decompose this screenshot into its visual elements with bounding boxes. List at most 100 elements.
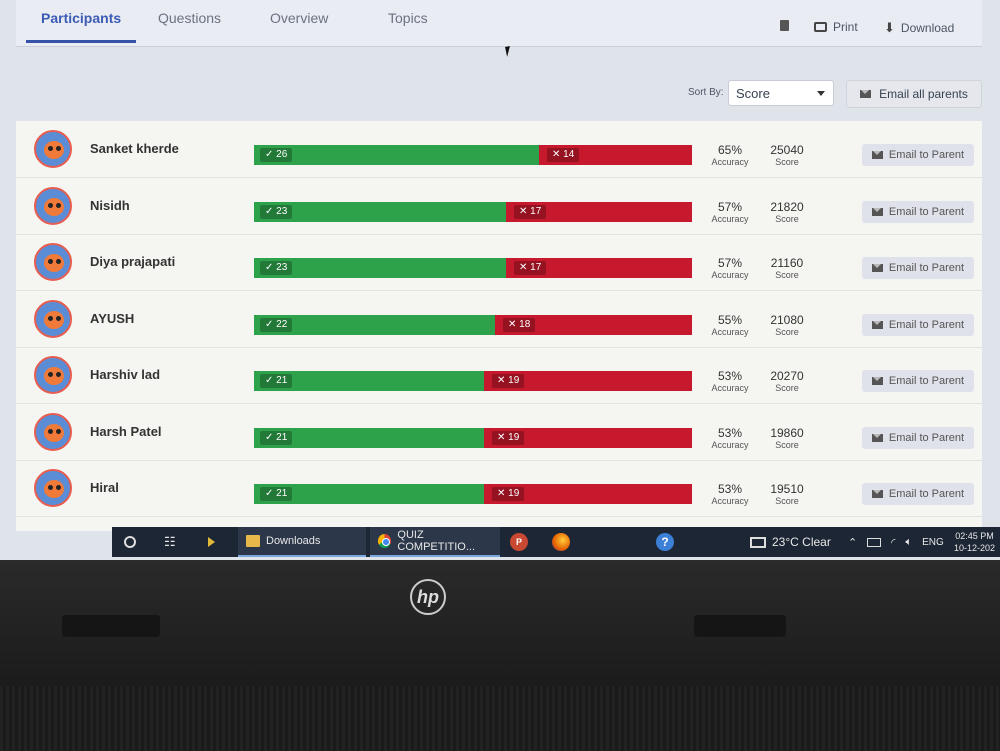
media-player-button[interactable] bbox=[208, 527, 215, 557]
weather-widget[interactable]: 23°C Clear bbox=[750, 527, 831, 557]
correct-count: ✓ 23 bbox=[260, 261, 293, 275]
search-button[interactable] bbox=[124, 527, 136, 557]
email-to-parent-button[interactable]: Email to Parent bbox=[862, 483, 974, 505]
score-stat: 21820 Score bbox=[757, 200, 817, 224]
taskbar: ☷ Downloads QUIZ COMPETITIO... P ? 23°C … bbox=[112, 527, 1000, 557]
wifi-icon[interactable]: ◜ bbox=[891, 536, 896, 549]
downloads-label: Downloads bbox=[266, 535, 321, 547]
participant-row: AYUSH ✓ 22 ✕ 18 55% Accuracy 21080 Score Email … bbox=[16, 291, 982, 348]
accuracy-value: 57% bbox=[717, 256, 743, 270]
chevron-up-icon[interactable]: ⌃ bbox=[848, 536, 858, 549]
folder-icon bbox=[246, 535, 260, 547]
accuracy-stat: 55% Accuracy bbox=[700, 313, 760, 337]
correct-count: ✓ 21 bbox=[260, 430, 293, 445]
correct-segment: ✓ 22 bbox=[254, 314, 495, 335]
clock[interactable]: 02:45 PM 10-12-202 bbox=[954, 527, 995, 557]
email-to-parent-label: Email to Parent bbox=[888, 149, 965, 161]
avatar-eye-icon bbox=[48, 202, 53, 208]
email-to-parent-button[interactable]: Email to Parent bbox=[862, 370, 974, 392]
accuracy-label: Accuracy bbox=[711, 270, 749, 280]
taskbar-chrome[interactable]: QUIZ COMPETITIO... bbox=[370, 527, 500, 557]
result-bar: ✓ 23 ✕ 17 bbox=[254, 201, 692, 222]
accuracy-value: 53% bbox=[717, 369, 743, 383]
envelope-icon bbox=[871, 490, 883, 498]
chevron-down-icon bbox=[817, 91, 825, 96]
accuracy-stat: 65% Accuracy bbox=[700, 143, 760, 167]
accuracy-stat: 57% Accuracy bbox=[700, 256, 760, 280]
download-button[interactable]: ⬇ Download bbox=[884, 20, 954, 36]
avatar-eye-icon bbox=[48, 259, 53, 264]
accuracy-label: Accuracy bbox=[711, 496, 749, 506]
print-label: Print bbox=[833, 20, 858, 34]
wrong-count: ✕ 18 bbox=[503, 317, 536, 332]
tab-participants[interactable]: Participants bbox=[41, 10, 122, 26]
email-to-parent-button[interactable]: Email to Parent bbox=[862, 144, 974, 166]
clock-date: 10-12-202 bbox=[954, 543, 996, 553]
accuracy-stat: 53% Accuracy bbox=[700, 369, 760, 393]
envelope-icon bbox=[871, 264, 883, 272]
task-view-button[interactable]: ☷ bbox=[164, 527, 176, 557]
chrome-icon bbox=[378, 534, 392, 548]
taskbar-firefox[interactable] bbox=[552, 527, 570, 557]
wrong-segment: ✕ 18 bbox=[495, 314, 692, 335]
avatar-eye-icon bbox=[48, 146, 53, 151]
avatar-face-icon bbox=[44, 423, 64, 442]
score-label: Score bbox=[775, 439, 799, 450]
trash-button[interactable] bbox=[780, 20, 789, 31]
email-to-parent-button[interactable]: Email to Parent bbox=[862, 426, 974, 449]
email-to-parent-label: Email to Parent bbox=[888, 262, 965, 274]
email-to-parent-button[interactable]: Email to Parent bbox=[862, 200, 974, 223]
email-all-parents-button[interactable]: Email all parents bbox=[846, 80, 982, 108]
weather-icon bbox=[750, 536, 766, 548]
tab-topics[interactable]: Topics bbox=[388, 10, 428, 26]
wrong-count: ✕ 19 bbox=[492, 430, 525, 445]
play-icon bbox=[208, 537, 215, 547]
result-bar: ✓ 21 ✕ 19 bbox=[254, 484, 692, 504]
hinge-left bbox=[62, 615, 160, 637]
score-stat: 19860 Score bbox=[757, 426, 817, 450]
result-bar: ✓ 26 ✕ 14 bbox=[254, 145, 692, 165]
envelope-icon bbox=[860, 90, 872, 98]
taskbar-downloads[interactable]: Downloads bbox=[238, 527, 366, 557]
score-value: 19860 bbox=[770, 425, 804, 440]
sort-select[interactable]: Score bbox=[728, 80, 834, 106]
sort-value: Score bbox=[736, 86, 770, 101]
participant-name: Diya prajapati bbox=[90, 254, 176, 269]
wrong-count: ✕ 17 bbox=[514, 204, 547, 219]
avatar-eye-icon bbox=[48, 485, 53, 490]
printer-icon bbox=[814, 22, 827, 32]
participant-row: Nisidh ✓ 23 ✕ 17 57% Accuracy 21820 Score Email… bbox=[16, 178, 982, 235]
hinge-right bbox=[694, 615, 786, 637]
email-to-parent-label: Email to Parent bbox=[888, 318, 965, 331]
avatar bbox=[34, 130, 72, 168]
correct-segment: ✓ 23 bbox=[254, 201, 506, 222]
avatar-face-icon bbox=[44, 480, 64, 498]
clock-time: 02:45 PM bbox=[955, 531, 994, 541]
correct-count: ✓ 23 bbox=[260, 204, 293, 219]
avatar-face-icon bbox=[44, 141, 64, 159]
tab-overview[interactable]: Overview bbox=[270, 10, 329, 26]
email-to-parent-button[interactable]: Email to Parent bbox=[862, 257, 974, 279]
avatar-eye-icon bbox=[56, 428, 61, 434]
avatar-eye-icon bbox=[56, 372, 61, 377]
taskbar-powerpoint[interactable]: P bbox=[510, 527, 528, 557]
wrong-segment: ✕ 19 bbox=[484, 484, 692, 504]
avatar-eye-icon bbox=[56, 315, 61, 321]
help-icon: ? bbox=[656, 533, 674, 551]
score-value: 20270 bbox=[770, 369, 804, 383]
score-value: 21820 bbox=[770, 199, 804, 214]
taskbar-help[interactable]: ? bbox=[656, 527, 674, 557]
tab-questions[interactable]: Questions bbox=[158, 10, 222, 26]
screen: Participants Questions Overview Topics P… bbox=[0, 0, 1000, 560]
print-button[interactable]: Print bbox=[814, 20, 858, 34]
wrong-count: ✕ 19 bbox=[492, 487, 525, 501]
battery-icon[interactable] bbox=[867, 537, 882, 547]
email-to-parent-button[interactable]: Email to Parent bbox=[862, 313, 974, 336]
participant-row: Harshiv lad ✓ 21 ✕ 19 53% Accuracy 20270 Score… bbox=[16, 347, 982, 404]
volume-icon[interactable]: 🔈︎ bbox=[905, 535, 913, 548]
participant-name: Hiral bbox=[90, 480, 119, 495]
accuracy-label: Accuracy bbox=[711, 326, 749, 337]
avatar-eye-icon bbox=[48, 372, 53, 377]
language-indicator[interactable]: ENG bbox=[922, 536, 944, 548]
avatar-face-icon bbox=[44, 310, 64, 329]
